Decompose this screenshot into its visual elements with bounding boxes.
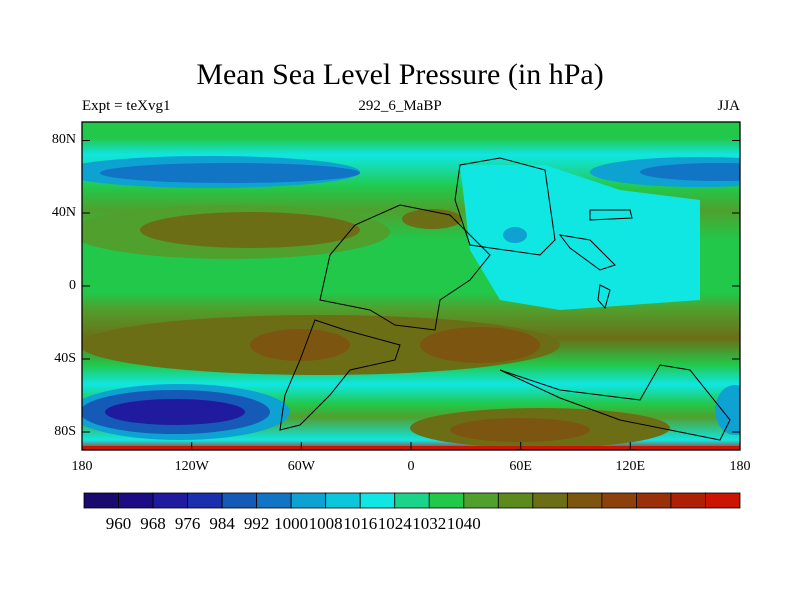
lat-tick-marks bbox=[82, 140, 740, 433]
colorbar-swatch bbox=[152, 492, 188, 509]
pressure-field bbox=[82, 122, 740, 450]
lon-tick-label: 120E bbox=[615, 459, 646, 474]
colorbar-label: 976 bbox=[174, 514, 201, 533]
colorbar-swatch bbox=[256, 492, 292, 509]
colorbar-swatch bbox=[394, 492, 430, 509]
colorbar-label: 1040 bbox=[446, 514, 481, 533]
run-label: 292_6_MaBP bbox=[358, 98, 442, 114]
colorbar-label: 1024 bbox=[377, 514, 412, 533]
colorbar bbox=[83, 492, 741, 509]
experiment-label: Expt = teXvg1 bbox=[82, 98, 171, 114]
colorbar-swatch bbox=[187, 492, 223, 509]
colorbar-swatch bbox=[428, 492, 465, 509]
colorbar-label: 968 bbox=[140, 514, 166, 533]
lat-tick-label: 80N bbox=[51, 132, 76, 147]
colorbar-label: 1016 bbox=[343, 514, 378, 533]
lon-tick-label: 120W bbox=[174, 459, 209, 474]
lon-tick-marks bbox=[81, 442, 741, 450]
colorbar-swatch bbox=[532, 492, 568, 509]
colorbar-label: 960 bbox=[105, 514, 132, 533]
colorbar-swatch bbox=[83, 492, 119, 509]
lon-tick-label: 60W bbox=[287, 459, 315, 474]
colorbar-label: 992 bbox=[243, 514, 270, 533]
lon-tick-label: 60E bbox=[509, 459, 532, 474]
lat-tick-label: 0 bbox=[69, 278, 76, 293]
colorbar-swatch bbox=[221, 492, 258, 509]
colorbar-swatch bbox=[705, 492, 741, 509]
colorbar-label: 984 bbox=[209, 514, 235, 533]
lon-tick-label: 180 bbox=[71, 459, 93, 474]
plot-title: Mean Sea Level Pressure (in hPa) bbox=[196, 58, 604, 91]
lat-tick-label: 40S bbox=[54, 351, 76, 366]
colorbar-swatch bbox=[118, 492, 154, 509]
lon-tick-label: 0 bbox=[407, 459, 415, 474]
colorbar-label: 1000 bbox=[274, 514, 309, 533]
colorbar-swatch bbox=[463, 492, 499, 509]
colorbar-swatch bbox=[497, 492, 534, 509]
colorbar-swatch bbox=[290, 492, 327, 509]
colorbar-swatch bbox=[601, 492, 637, 509]
season-label: JJA bbox=[717, 98, 740, 114]
colorbar-swatch bbox=[359, 492, 396, 509]
lon-tick-label: 180 bbox=[729, 459, 751, 474]
colorbar-label: 1008 bbox=[308, 514, 343, 533]
colorbar-swatch bbox=[566, 492, 603, 509]
colorbar-swatch bbox=[670, 492, 706, 509]
colorbar-swatch bbox=[636, 492, 672, 509]
colorbar-swatch bbox=[325, 492, 361, 509]
lat-tick-label: 80S bbox=[54, 424, 76, 439]
colorbar-label: 1032 bbox=[412, 514, 447, 533]
lat-tick-label: 40N bbox=[51, 205, 76, 220]
